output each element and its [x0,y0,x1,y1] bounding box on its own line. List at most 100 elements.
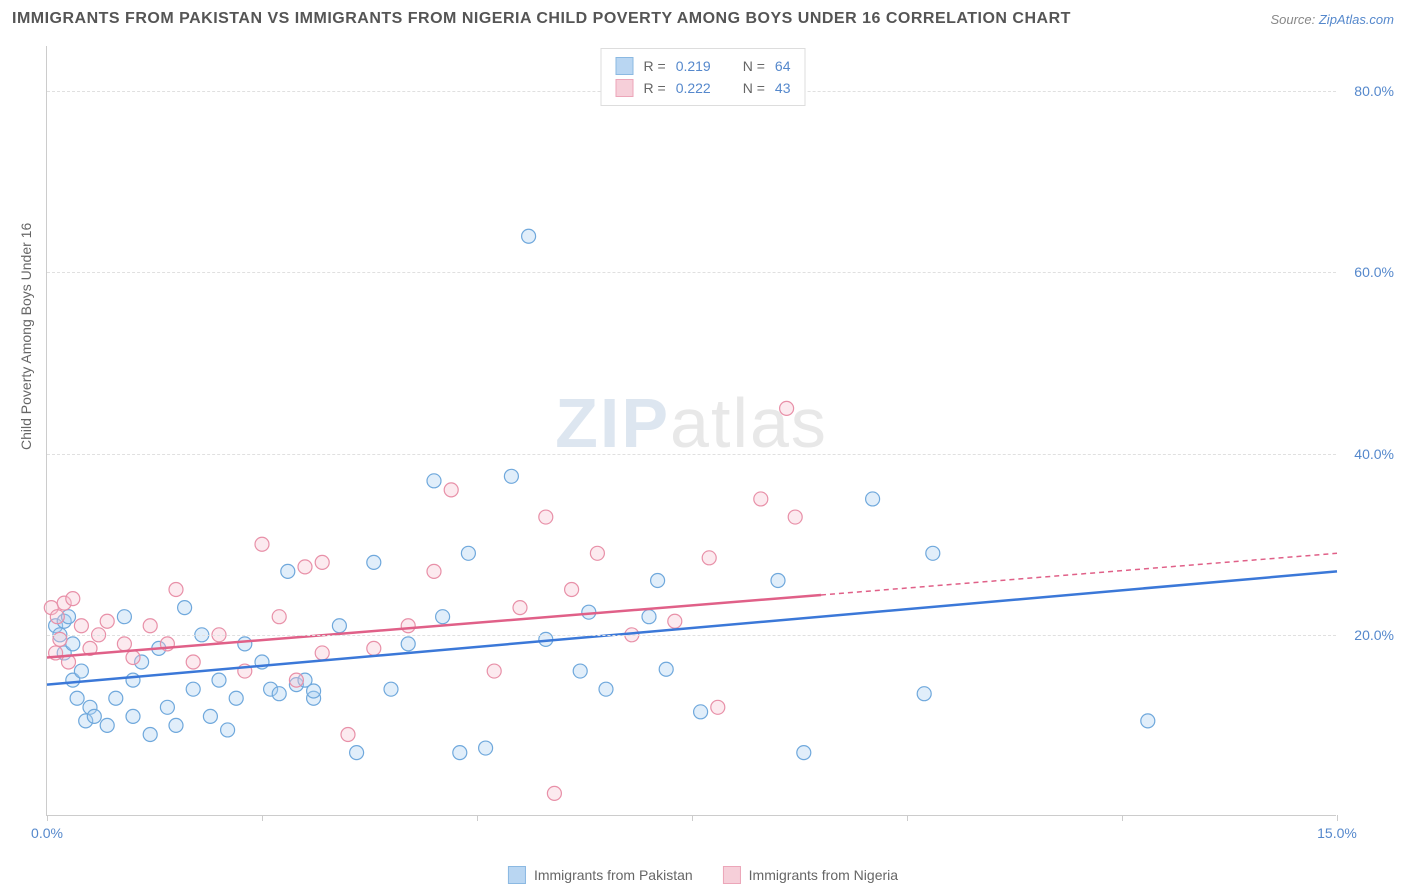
data-point [444,483,458,497]
xtick-label: 15.0% [1317,825,1357,841]
data-point [100,718,114,732]
legend-swatch [508,866,526,884]
data-point [427,564,441,578]
data-point [547,786,561,800]
data-point [694,705,708,719]
trend-line-extrapolated [821,553,1337,595]
legend-n-label: N = [743,80,765,96]
data-point [367,641,381,655]
chart-title: IMMIGRANTS FROM PAKISTAN VS IMMIGRANTS F… [12,10,1071,28]
data-point [281,564,295,578]
legend-r-value: 0.222 [676,80,711,96]
trend-line [47,571,1337,684]
chart-container: IMMIGRANTS FROM PAKISTAN VS IMMIGRANTS F… [0,0,1406,892]
data-point [350,746,364,760]
data-point [917,687,931,701]
data-point [788,510,802,524]
data-point [539,510,553,524]
legend-series-name: Immigrants from Nigeria [749,867,898,883]
data-point [109,691,123,705]
data-point [866,492,880,506]
ytick-label: 80.0% [1354,83,1394,99]
data-point [66,637,80,651]
source-link[interactable]: ZipAtlas.com [1319,12,1394,27]
legend-swatch [723,866,741,884]
data-point [565,583,579,597]
gridline [47,272,1336,273]
data-point [221,723,235,737]
data-point [238,637,252,651]
xtick [262,815,263,821]
data-point [126,673,140,687]
data-point [74,664,88,678]
data-point [186,682,200,696]
legend-bottom: Immigrants from Pakistan Immigrants from… [508,866,898,884]
data-point [169,718,183,732]
data-point [384,682,398,696]
data-point [427,474,441,488]
legend-r-value: 0.219 [676,58,711,74]
data-point [513,601,527,615]
data-point [504,469,518,483]
data-point [711,700,725,714]
source-prefix: Source: [1270,12,1318,27]
data-point [126,709,140,723]
legend-top-row: R = 0.222 N = 43 [616,77,791,99]
data-point [487,664,501,678]
data-point [1141,714,1155,728]
data-point [186,655,200,669]
y-axis-label: Child Poverty Among Boys Under 16 [18,223,34,450]
xtick-label: 0.0% [31,825,63,841]
legend-r-label: R = [644,80,666,96]
data-point [754,492,768,506]
data-point [117,637,131,651]
data-point [401,619,415,633]
plot-svg [47,46,1336,815]
data-point [212,673,226,687]
gridline [47,454,1336,455]
data-point [272,610,286,624]
data-point [298,560,312,574]
data-point [436,610,450,624]
data-point [126,650,140,664]
legend-series-name: Immigrants from Pakistan [534,867,693,883]
legend-n-label: N = [743,58,765,74]
data-point [50,610,64,624]
data-point [143,727,157,741]
data-point [315,555,329,569]
data-point [169,583,183,597]
data-point [272,687,286,701]
data-point [87,709,101,723]
data-point [401,637,415,651]
legend-n-value: 43 [775,80,791,96]
data-point [74,619,88,633]
data-point [315,646,329,660]
data-point [289,673,303,687]
data-point [780,401,794,415]
data-point [367,555,381,569]
data-point [178,601,192,615]
data-point [926,546,940,560]
data-point [453,746,467,760]
legend-top-row: R = 0.219 N = 64 [616,55,791,77]
data-point [66,592,80,606]
xtick [692,815,693,821]
data-point [70,691,84,705]
data-point [332,619,346,633]
xtick [1122,815,1123,821]
data-point [307,684,321,698]
plot-area: ZIPatlas 0.0%15.0% [46,46,1336,816]
data-point [668,614,682,628]
legend-swatch [616,79,634,97]
data-point [143,619,157,633]
legend-top: R = 0.219 N = 64 R = 0.222 N = 43 [601,48,806,106]
legend-r-label: R = [644,58,666,74]
ytick-label: 40.0% [1354,446,1394,462]
data-point [117,610,131,624]
data-point [573,664,587,678]
legend-bottom-item: Immigrants from Pakistan [508,866,693,884]
legend-swatch [616,57,634,75]
data-point [771,573,785,587]
data-point [651,573,665,587]
data-point [797,746,811,760]
